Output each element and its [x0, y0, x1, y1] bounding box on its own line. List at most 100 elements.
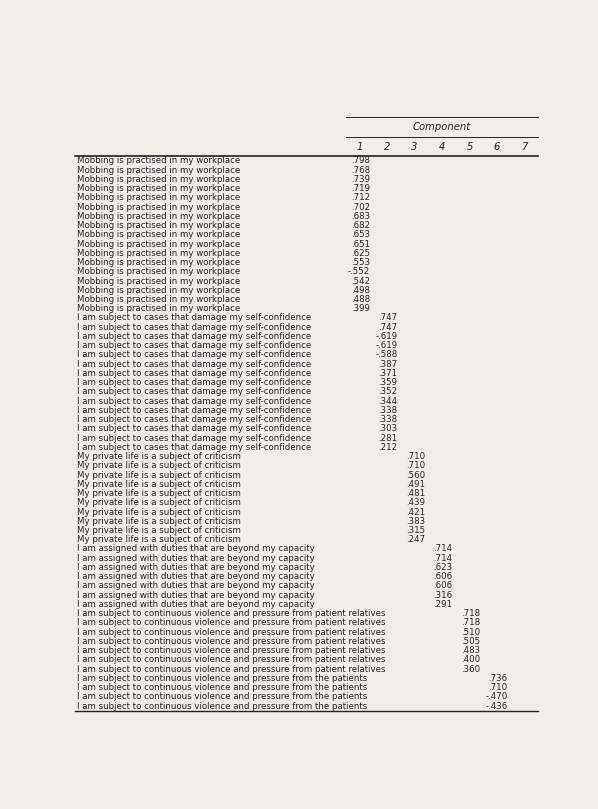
Text: I am assigned with duties that are beyond my capacity: I am assigned with duties that are beyon…: [77, 563, 315, 572]
Text: Mobbing is practised in my workplace: Mobbing is practised in my workplace: [77, 258, 240, 267]
Text: 6: 6: [494, 142, 500, 152]
Text: I am subject to continuous violence and pressure from patient relatives: I am subject to continuous violence and …: [77, 637, 386, 646]
Text: I am subject to cases that damage my self-confidence: I am subject to cases that damage my sel…: [77, 332, 312, 341]
Text: -.619: -.619: [376, 341, 398, 350]
Text: I am subject to continuous violence and pressure from patient relatives: I am subject to continuous violence and …: [77, 628, 386, 637]
Text: .247: .247: [406, 536, 425, 544]
Text: .491: .491: [406, 480, 425, 489]
Text: .651: .651: [351, 239, 370, 248]
Text: .488: .488: [351, 295, 370, 304]
Text: I am subject to cases that damage my self-confidence: I am subject to cases that damage my sel…: [77, 396, 312, 405]
Text: Mobbing is practised in my workplace: Mobbing is practised in my workplace: [77, 295, 240, 304]
Text: I am assigned with duties that are beyond my capacity: I am assigned with duties that are beyon…: [77, 591, 315, 599]
Text: .553: .553: [351, 258, 370, 267]
Text: -.436: -.436: [485, 701, 508, 710]
Text: I am subject to cases that damage my self-confidence: I am subject to cases that damage my sel…: [77, 360, 312, 369]
Text: I am subject to cases that damage my self-confidence: I am subject to cases that damage my sel…: [77, 415, 312, 424]
Text: 7: 7: [521, 142, 527, 152]
Text: -.588: -.588: [376, 350, 398, 359]
Text: Mobbing is practised in my workplace: Mobbing is practised in my workplace: [77, 249, 240, 258]
Text: .316: .316: [434, 591, 453, 599]
Text: Mobbing is practised in my workplace: Mobbing is practised in my workplace: [77, 231, 240, 239]
Text: .360: .360: [461, 664, 480, 674]
Text: Mobbing is practised in my workplace: Mobbing is practised in my workplace: [77, 166, 240, 175]
Text: .400: .400: [461, 655, 480, 664]
Text: Mobbing is practised in my workplace: Mobbing is practised in my workplace: [77, 193, 240, 202]
Text: I am subject to continuous violence and pressure from the patients: I am subject to continuous violence and …: [77, 683, 367, 692]
Text: .710: .710: [489, 683, 508, 692]
Text: Component: Component: [413, 122, 471, 132]
Text: .344: .344: [379, 396, 398, 405]
Text: Mobbing is practised in my workplace: Mobbing is practised in my workplace: [77, 267, 240, 276]
Text: -.619: -.619: [376, 332, 398, 341]
Text: I am subject to continuous violence and pressure from patient relatives: I am subject to continuous violence and …: [77, 609, 386, 618]
Text: .714: .714: [434, 544, 453, 553]
Text: My private life is a subject of criticism: My private life is a subject of criticis…: [77, 452, 241, 461]
Text: 3: 3: [411, 142, 418, 152]
Text: I am subject to continuous violence and pressure from patient relatives: I am subject to continuous violence and …: [77, 664, 386, 674]
Text: .625: .625: [351, 249, 370, 258]
Text: I am subject to continuous violence and pressure from the patients: I am subject to continuous violence and …: [77, 701, 367, 710]
Text: .281: .281: [379, 434, 398, 443]
Text: I am subject to cases that damage my self-confidence: I am subject to cases that damage my sel…: [77, 443, 312, 451]
Text: .359: .359: [379, 378, 398, 388]
Text: I am assigned with duties that are beyond my capacity: I am assigned with duties that are beyon…: [77, 544, 315, 553]
Text: .719: .719: [351, 184, 370, 193]
Text: .682: .682: [351, 221, 370, 230]
Text: My private life is a subject of criticism: My private life is a subject of criticis…: [77, 480, 241, 489]
Text: .303: .303: [379, 425, 398, 434]
Text: .710: .710: [406, 461, 425, 470]
Text: Mobbing is practised in my workplace: Mobbing is practised in my workplace: [77, 202, 240, 212]
Text: .623: .623: [434, 563, 453, 572]
Text: I am assigned with duties that are beyond my capacity: I am assigned with duties that are beyon…: [77, 572, 315, 581]
Text: My private life is a subject of criticism: My private life is a subject of criticis…: [77, 526, 241, 535]
Text: My private life is a subject of criticism: My private life is a subject of criticis…: [77, 471, 241, 480]
Text: .481: .481: [406, 489, 425, 498]
Text: -.552: -.552: [348, 267, 370, 276]
Text: I am subject to cases that damage my self-confidence: I am subject to cases that damage my sel…: [77, 406, 312, 415]
Text: My private life is a subject of criticism: My private life is a subject of criticis…: [77, 517, 241, 526]
Text: Mobbing is practised in my workplace: Mobbing is practised in my workplace: [77, 212, 240, 221]
Text: 2: 2: [384, 142, 390, 152]
Text: .718: .718: [461, 618, 480, 628]
Text: .315: .315: [406, 526, 425, 535]
Text: .747: .747: [379, 313, 398, 323]
Text: .798: .798: [351, 156, 370, 165]
Text: .718: .718: [461, 609, 480, 618]
Text: Mobbing is practised in my workplace: Mobbing is practised in my workplace: [77, 277, 240, 286]
Text: .714: .714: [434, 553, 453, 563]
Text: .653: .653: [351, 231, 370, 239]
Text: Mobbing is practised in my workplace: Mobbing is practised in my workplace: [77, 239, 240, 248]
Text: -.470: -.470: [485, 693, 508, 701]
Text: I am subject to continuous violence and pressure from patient relatives: I am subject to continuous violence and …: [77, 655, 386, 664]
Text: .712: .712: [351, 193, 370, 202]
Text: .352: .352: [379, 388, 398, 396]
Text: .371: .371: [379, 369, 398, 378]
Text: I am subject to cases that damage my self-confidence: I am subject to cases that damage my sel…: [77, 378, 312, 388]
Text: .387: .387: [379, 360, 398, 369]
Text: I am subject to continuous violence and pressure from patient relatives: I am subject to continuous violence and …: [77, 646, 386, 655]
Text: .606: .606: [434, 582, 453, 591]
Text: .510: .510: [461, 628, 480, 637]
Text: .212: .212: [379, 443, 398, 451]
Text: I am assigned with duties that are beyond my capacity: I am assigned with duties that are beyon…: [77, 582, 315, 591]
Text: Mobbing is practised in my workplace: Mobbing is practised in my workplace: [77, 304, 240, 313]
Text: I am subject to cases that damage my self-confidence: I am subject to cases that damage my sel…: [77, 341, 312, 350]
Text: 4: 4: [439, 142, 446, 152]
Text: I am subject to cases that damage my self-confidence: I am subject to cases that damage my sel…: [77, 369, 312, 378]
Text: .505: .505: [461, 637, 480, 646]
Text: .498: .498: [351, 286, 370, 294]
Text: .710: .710: [406, 452, 425, 461]
Text: I am subject to cases that damage my self-confidence: I am subject to cases that damage my sel…: [77, 388, 312, 396]
Text: .383: .383: [406, 517, 425, 526]
Text: My private life is a subject of criticism: My private life is a subject of criticis…: [77, 489, 241, 498]
Text: .736: .736: [489, 674, 508, 683]
Text: I am subject to cases that damage my self-confidence: I am subject to cases that damage my sel…: [77, 313, 312, 323]
Text: .421: .421: [406, 507, 425, 516]
Text: Mobbing is practised in my workplace: Mobbing is practised in my workplace: [77, 221, 240, 230]
Text: 5: 5: [466, 142, 472, 152]
Text: My private life is a subject of criticism: My private life is a subject of criticis…: [77, 507, 241, 516]
Text: Mobbing is practised in my workplace: Mobbing is practised in my workplace: [77, 286, 240, 294]
Text: .338: .338: [379, 415, 398, 424]
Text: My private life is a subject of criticism: My private life is a subject of criticis…: [77, 461, 241, 470]
